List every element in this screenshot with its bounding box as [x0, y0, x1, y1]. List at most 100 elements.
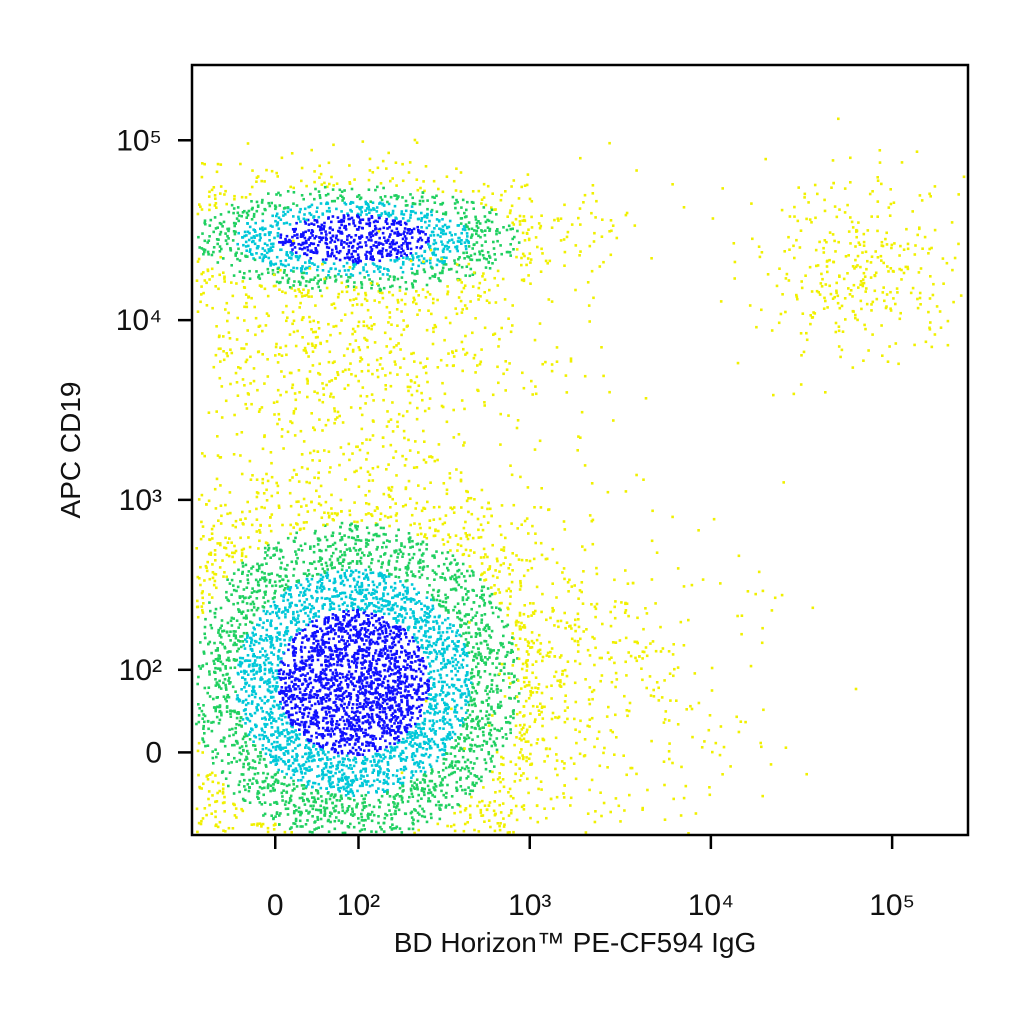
- event-dot: [377, 787, 380, 790]
- event-dot: [412, 466, 416, 469]
- event-dot: [295, 756, 298, 759]
- event-dot: [428, 610, 432, 613]
- event-dot: [377, 723, 380, 727]
- event-dot: [411, 574, 415, 578]
- event-dot: [423, 781, 427, 784]
- event-dot: [430, 687, 433, 690]
- event-dot: [399, 695, 403, 698]
- event-dot: [321, 769, 324, 772]
- event-dot: [551, 582, 554, 585]
- event-dot: [368, 622, 371, 625]
- event-dot: [345, 569, 348, 572]
- event-dot: [336, 763, 340, 767]
- event-dot: [343, 630, 346, 633]
- event-dot: [417, 655, 420, 658]
- event-dot: [418, 663, 421, 667]
- event-dot: [442, 482, 446, 485]
- event-dot: [342, 785, 345, 789]
- event-dot: [431, 724, 434, 727]
- event-dot: [378, 720, 381, 724]
- event-dot: [499, 822, 502, 825]
- event-dot: [346, 727, 349, 730]
- event-dot: [359, 466, 363, 470]
- event-dot: [522, 756, 525, 759]
- event-dot: [462, 721, 465, 724]
- event-dot: [326, 729, 330, 732]
- event-dot: [315, 489, 318, 493]
- event-dot: [386, 649, 389, 652]
- event-dot: [394, 575, 398, 578]
- event-dot: [425, 543, 429, 546]
- event-dot: [520, 728, 524, 731]
- event-dot: [340, 704, 343, 708]
- event-dot: [384, 638, 387, 641]
- event-dot: [241, 676, 245, 679]
- event-dot: [381, 735, 384, 738]
- event-dot: [453, 705, 457, 709]
- event-dot: [384, 675, 387, 678]
- event-dot: [482, 786, 485, 789]
- event-dot: [382, 526, 385, 530]
- event-dot: [286, 813, 290, 816]
- event-dot: [398, 725, 402, 728]
- event-dot: [324, 683, 328, 686]
- event-dot: [411, 738, 414, 741]
- event-dot: [413, 736, 417, 739]
- event-dot: [405, 571, 408, 575]
- event-dot: [441, 753, 444, 757]
- event-dot: [650, 739, 653, 743]
- event-dot: [212, 706, 216, 709]
- event-dot: [417, 570, 421, 573]
- event-dot: [364, 568, 367, 572]
- event-dot: [500, 643, 503, 647]
- event-dot: [263, 590, 266, 594]
- event-dot: [328, 662, 332, 665]
- event-dot: [199, 565, 202, 569]
- event-dot: [418, 710, 421, 714]
- event-dot: [365, 526, 369, 529]
- event-dot: [355, 640, 358, 644]
- event-dot: [593, 745, 596, 749]
- event-dot: [288, 491, 292, 495]
- event-dot: [358, 753, 361, 756]
- event-dot: [488, 713, 491, 717]
- event-dot: [227, 554, 231, 558]
- event-dot: [229, 666, 232, 670]
- event-dot: [522, 574, 526, 578]
- event-dot: [480, 562, 484, 565]
- event-dot: [463, 622, 466, 625]
- event-dot: [252, 613, 256, 617]
- event-dot: [327, 818, 330, 822]
- event-dot: [464, 683, 468, 687]
- event-dot: [682, 585, 686, 588]
- event-dot: [381, 616, 384, 619]
- event-dot: [570, 637, 574, 641]
- event-dot: [468, 792, 472, 796]
- event-dot: [301, 629, 304, 632]
- event-dot: [347, 766, 351, 770]
- event-dot: [456, 611, 459, 615]
- event-dot: [379, 623, 383, 627]
- event-dot: [245, 602, 249, 605]
- event-dot: [375, 590, 378, 594]
- event-dot: [354, 628, 358, 632]
- event-dot: [205, 569, 209, 573]
- event-dot: [235, 716, 239, 720]
- event-dot: [219, 660, 223, 664]
- event-dot: [357, 715, 360, 719]
- event-dot: [483, 639, 486, 643]
- event-dot: [349, 623, 352, 627]
- event-dot: [241, 595, 245, 598]
- event-dot: [557, 625, 560, 629]
- event-dot: [401, 618, 405, 622]
- event-dot: [269, 635, 273, 638]
- event-dot: [505, 653, 509, 657]
- event-dot: [320, 663, 323, 667]
- event-dot: [366, 774, 369, 777]
- event-dot: [270, 640, 273, 644]
- event-dot: [287, 715, 291, 719]
- event-dot: [384, 686, 387, 690]
- event-dot: [319, 748, 322, 751]
- event-dot: [328, 784, 332, 788]
- event-dot: [432, 506, 436, 509]
